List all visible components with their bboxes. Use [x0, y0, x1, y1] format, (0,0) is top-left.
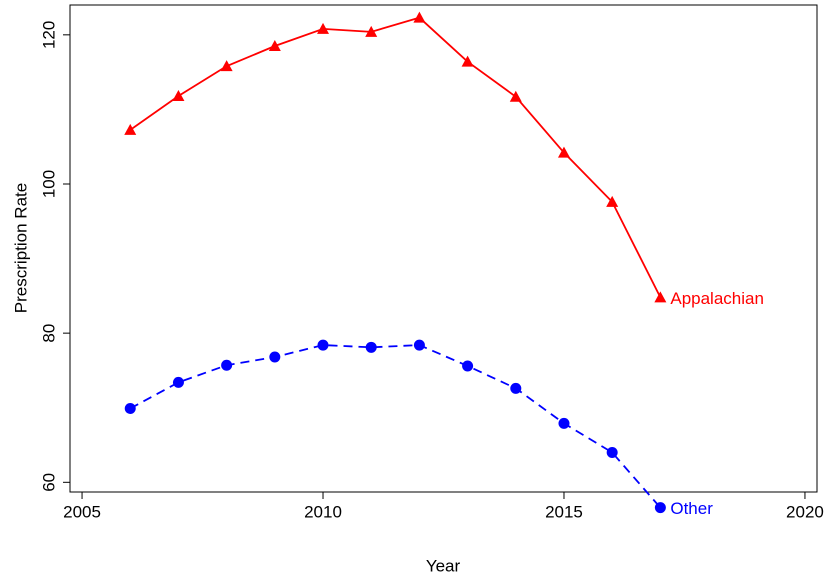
point-marker	[317, 22, 330, 34]
point-marker	[654, 502, 666, 514]
point-marker	[606, 195, 619, 207]
series-label: Other	[670, 499, 713, 518]
point-marker	[220, 60, 233, 72]
point-marker	[413, 11, 426, 23]
point-marker	[413, 339, 425, 351]
point-marker	[462, 360, 474, 372]
y-tick-label: 120	[39, 21, 58, 49]
series-line	[129, 16, 662, 298]
series-line	[129, 344, 662, 509]
point-marker	[558, 417, 570, 429]
point-marker	[365, 341, 377, 353]
y-axis-label: Prescription Rate	[11, 183, 30, 313]
point-marker	[269, 351, 281, 363]
x-tick-label: 2020	[786, 502, 824, 521]
point-marker	[124, 123, 137, 135]
series-label: Appalachian	[670, 289, 764, 308]
point-marker	[510, 382, 522, 394]
point-marker	[654, 291, 667, 303]
plot-frame	[69, 4, 818, 493]
point-marker	[461, 55, 474, 67]
point-marker	[365, 25, 378, 37]
point-marker	[557, 146, 570, 158]
point-marker	[172, 89, 185, 101]
y-tick-label: 60	[39, 473, 58, 492]
point-marker	[509, 90, 522, 102]
y-tick-label: 80	[39, 324, 58, 343]
point-marker	[124, 402, 136, 414]
x-tick-label: 2005	[63, 502, 101, 521]
x-axis-label: Year	[426, 556, 461, 575]
y-tick-label: 100	[39, 170, 58, 198]
point-marker	[221, 359, 233, 371]
x-tick-label: 2015	[545, 502, 583, 521]
point-marker	[268, 40, 281, 52]
point-marker	[172, 376, 184, 388]
point-marker	[606, 446, 618, 458]
point-marker	[317, 339, 329, 351]
x-tick-label: 2010	[304, 502, 342, 521]
